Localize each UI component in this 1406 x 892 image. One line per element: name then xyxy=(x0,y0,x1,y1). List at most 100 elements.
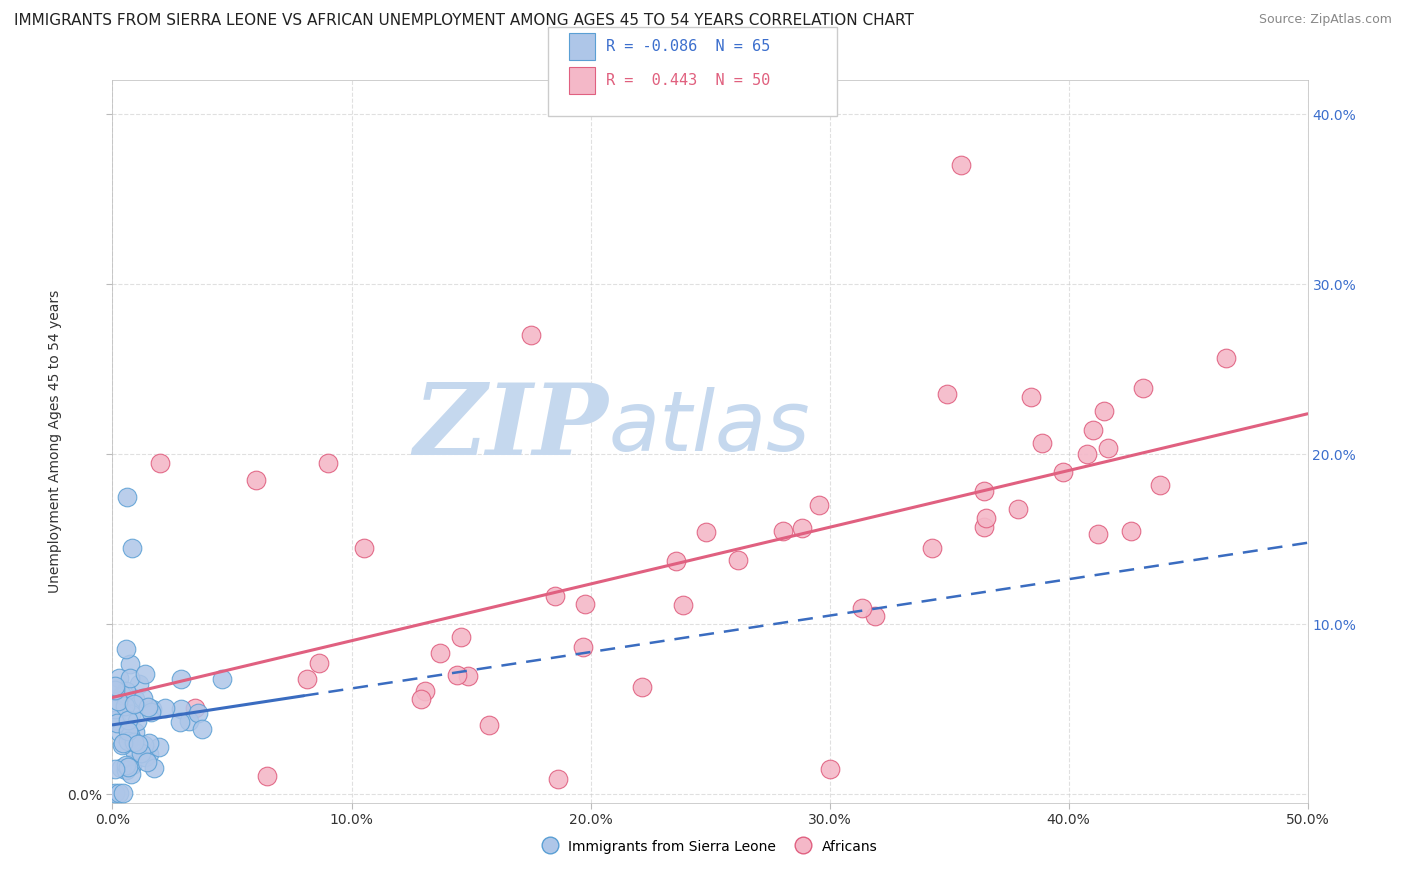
Point xyxy=(1121,524,1143,538)
Point xyxy=(572,640,595,654)
Point xyxy=(1007,502,1029,516)
Point xyxy=(190,722,212,736)
Point xyxy=(114,683,136,698)
Point xyxy=(104,786,127,800)
Text: atlas: atlas xyxy=(609,386,810,467)
Point xyxy=(1076,447,1098,461)
Point xyxy=(115,763,138,777)
Point xyxy=(110,761,132,775)
Point xyxy=(114,757,136,772)
Point xyxy=(134,738,156,752)
Point xyxy=(104,683,127,698)
Point xyxy=(131,746,153,760)
Point xyxy=(122,735,145,749)
Point xyxy=(104,763,127,777)
Point xyxy=(121,758,143,772)
Point xyxy=(138,747,160,762)
Point xyxy=(863,609,886,624)
Point xyxy=(115,642,138,657)
Point xyxy=(1031,436,1053,450)
Point xyxy=(665,554,688,568)
Point xyxy=(1132,381,1154,395)
Point xyxy=(183,701,205,715)
Point xyxy=(104,713,127,727)
Point xyxy=(118,657,141,672)
Point xyxy=(935,387,957,401)
Point xyxy=(1052,465,1074,479)
Point xyxy=(807,498,830,512)
Point xyxy=(136,700,159,714)
Point xyxy=(122,743,145,757)
Point xyxy=(153,700,176,714)
Point xyxy=(921,541,943,555)
Point xyxy=(122,697,145,711)
Point xyxy=(138,736,160,750)
Point xyxy=(105,716,128,731)
Point xyxy=(429,646,451,660)
Point xyxy=(170,672,193,686)
Point xyxy=(117,723,139,738)
Text: R = -0.086  N = 65: R = -0.086 N = 65 xyxy=(606,39,770,54)
Point xyxy=(120,766,142,780)
Legend: Immigrants from Sierra Leone, Africans: Immigrants from Sierra Leone, Africans xyxy=(537,833,883,861)
Point xyxy=(1087,526,1109,541)
Point xyxy=(148,739,170,754)
Point xyxy=(108,726,131,740)
Point xyxy=(124,725,146,739)
Point xyxy=(950,158,973,172)
Point xyxy=(115,490,138,504)
Point xyxy=(143,761,166,775)
Point xyxy=(295,672,318,686)
Point xyxy=(727,553,749,567)
Y-axis label: Unemployment Among Ages 45 to 54 years: Unemployment Among Ages 45 to 54 years xyxy=(48,290,62,593)
Point xyxy=(121,734,143,748)
Point xyxy=(411,692,433,706)
Point xyxy=(574,597,596,611)
Point xyxy=(772,524,794,539)
Point xyxy=(118,671,141,685)
Point xyxy=(141,705,163,719)
Point xyxy=(111,738,134,752)
Point xyxy=(1019,390,1042,404)
Point xyxy=(104,702,127,716)
Point xyxy=(141,702,163,716)
Point xyxy=(114,699,136,714)
Point xyxy=(353,541,375,556)
Point xyxy=(457,669,479,683)
Point xyxy=(308,656,330,670)
Point xyxy=(128,677,150,691)
Point xyxy=(124,692,146,706)
Point xyxy=(245,473,267,487)
Point xyxy=(973,519,995,533)
Point xyxy=(974,510,997,524)
Point xyxy=(630,680,652,694)
Point xyxy=(125,714,148,728)
Point xyxy=(547,772,569,787)
Point xyxy=(818,762,841,776)
Point xyxy=(851,601,873,615)
Text: Source: ZipAtlas.com: Source: ZipAtlas.com xyxy=(1258,13,1392,27)
Point xyxy=(135,755,157,769)
Point xyxy=(132,691,155,706)
Text: ZIP: ZIP xyxy=(413,379,609,475)
Point xyxy=(973,484,995,499)
Point xyxy=(118,729,141,743)
Point xyxy=(792,521,814,535)
Point xyxy=(117,759,139,773)
Point xyxy=(187,706,209,721)
Point xyxy=(149,456,172,470)
Point xyxy=(316,456,339,470)
Point xyxy=(121,757,143,772)
Point xyxy=(134,667,156,681)
Point xyxy=(179,714,201,728)
Point xyxy=(117,733,139,747)
Point xyxy=(413,684,436,698)
Point xyxy=(169,714,191,729)
Point xyxy=(672,598,695,612)
Point xyxy=(108,786,131,800)
Point xyxy=(121,541,143,555)
Point xyxy=(112,786,135,800)
Point xyxy=(1149,478,1171,492)
Point xyxy=(1081,423,1104,437)
Point xyxy=(120,707,142,722)
